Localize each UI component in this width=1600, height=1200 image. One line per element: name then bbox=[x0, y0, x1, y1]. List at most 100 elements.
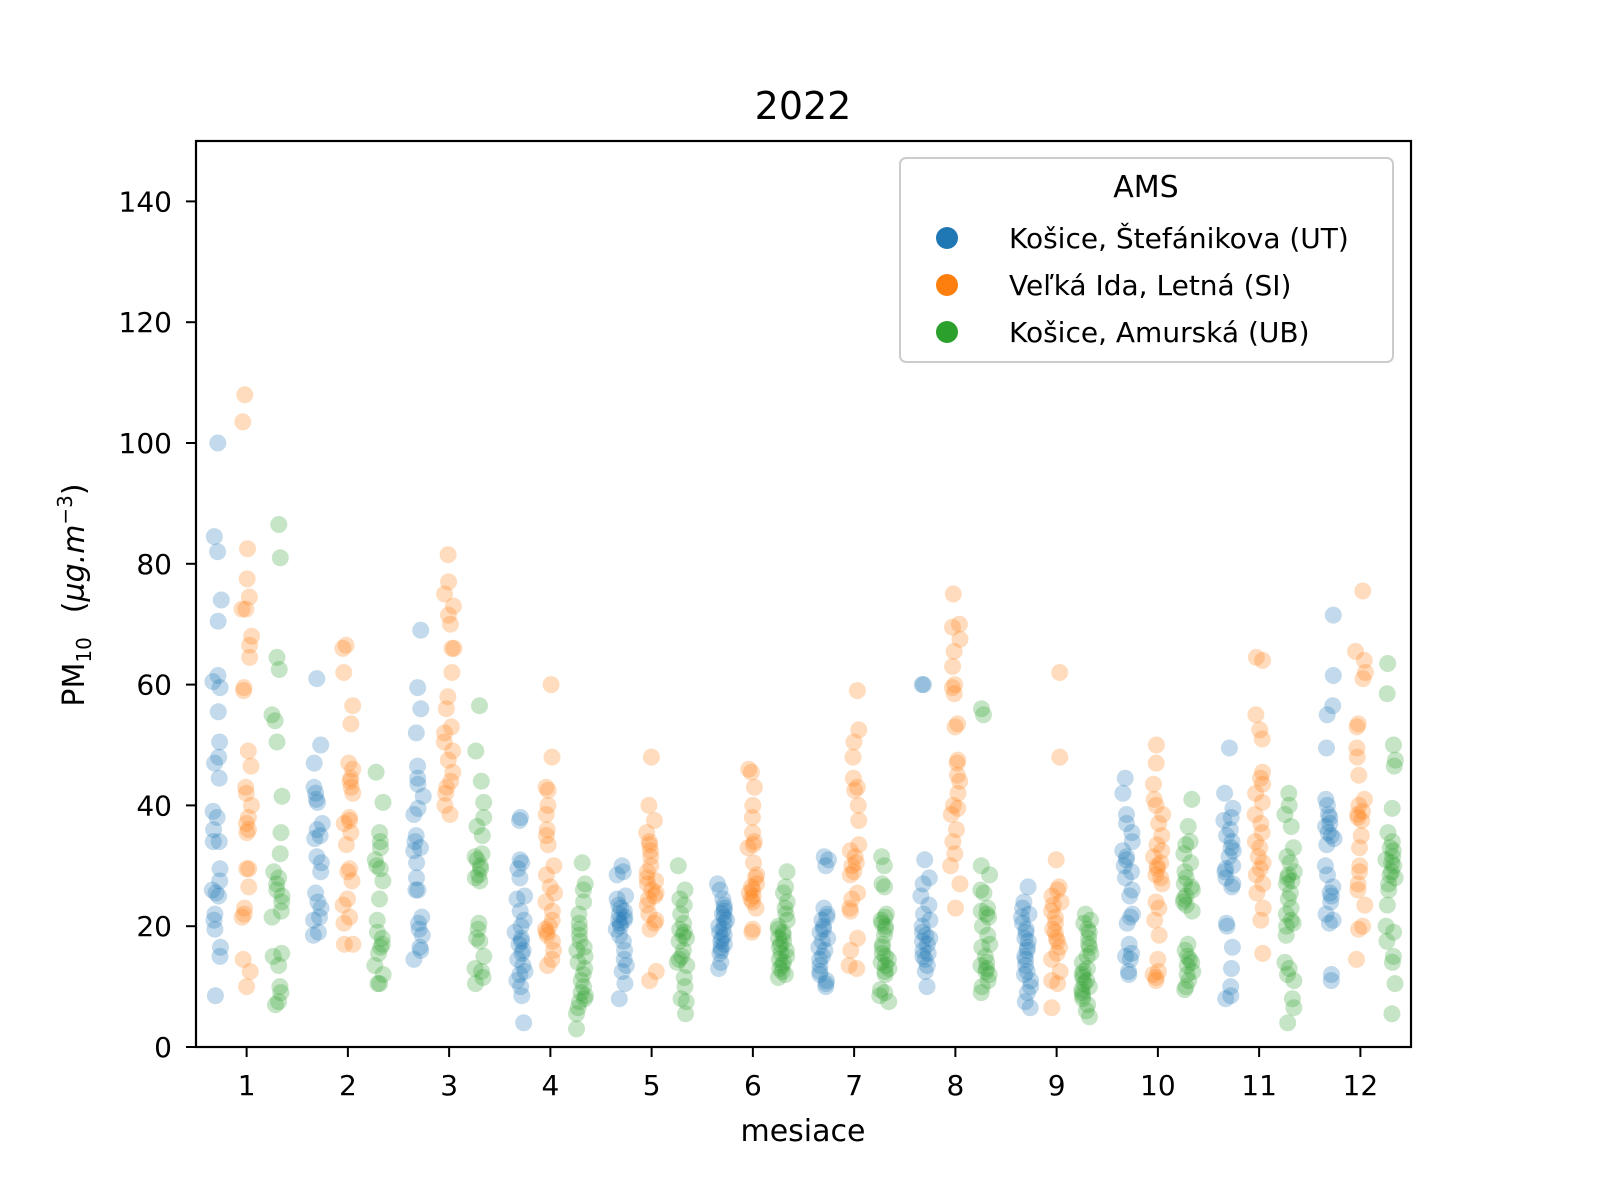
data-point-3 bbox=[874, 935, 892, 953]
data-point-3 bbox=[668, 953, 686, 971]
data-point-2 bbox=[744, 893, 762, 911]
data-point-1 bbox=[616, 975, 634, 993]
data-point-2 bbox=[847, 854, 865, 872]
data-point-2 bbox=[848, 960, 866, 977]
data-point-2 bbox=[240, 878, 258, 896]
data-point-2 bbox=[340, 809, 358, 826]
data-point-3 bbox=[475, 947, 493, 965]
data-point-1 bbox=[1321, 809, 1339, 826]
data-point-3 bbox=[1281, 854, 1299, 872]
data-point-3 bbox=[1378, 685, 1396, 703]
data-point-1 bbox=[917, 926, 935, 944]
data-point-2 bbox=[1348, 718, 1366, 736]
data-point-2 bbox=[1253, 824, 1271, 842]
data-point-1 bbox=[612, 899, 630, 917]
data-point-2 bbox=[647, 872, 665, 890]
data-point-2 bbox=[1152, 869, 1170, 887]
data-point-2 bbox=[849, 796, 867, 814]
data-point-3 bbox=[1380, 881, 1398, 899]
data-point-3 bbox=[1177, 896, 1195, 914]
data-point-1 bbox=[409, 769, 427, 787]
data-point-3 bbox=[675, 969, 693, 986]
data-point-1 bbox=[920, 896, 938, 914]
data-points bbox=[203, 386, 1404, 1038]
data-point-3 bbox=[1277, 926, 1295, 944]
data-point-2 bbox=[539, 836, 557, 854]
svg-text:PM10(µg.m−3): PM10 (µg.m−3) bbox=[53, 483, 96, 706]
data-point-1 bbox=[1115, 857, 1133, 875]
data-point-1 bbox=[918, 935, 936, 953]
data-point-1 bbox=[615, 911, 633, 929]
data-point-1 bbox=[509, 950, 527, 968]
data-point-3 bbox=[368, 857, 386, 875]
data-point-2 bbox=[237, 784, 255, 802]
data-point-1 bbox=[1322, 887, 1340, 905]
data-point-1 bbox=[509, 860, 527, 878]
data-point-1 bbox=[1215, 812, 1233, 829]
data-point-1 bbox=[615, 902, 633, 920]
data-point-3 bbox=[769, 969, 787, 986]
data-point-1 bbox=[305, 911, 323, 929]
data-point-3 bbox=[1074, 963, 1092, 980]
legend-marker bbox=[936, 321, 958, 343]
data-point-2 bbox=[1248, 884, 1266, 902]
data-point-2 bbox=[1354, 670, 1372, 688]
data-point-1 bbox=[1319, 806, 1337, 823]
data-point-3 bbox=[1177, 887, 1195, 905]
data-point-1 bbox=[820, 851, 837, 869]
data-point-2 bbox=[340, 754, 358, 772]
y-tick-label: 80 bbox=[136, 548, 172, 581]
data-point-2 bbox=[445, 639, 463, 657]
data-point-2 bbox=[1147, 893, 1165, 911]
data-point-1 bbox=[1224, 857, 1242, 875]
data-point-2 bbox=[1052, 893, 1070, 911]
data-point-3 bbox=[470, 914, 488, 932]
data-point-3 bbox=[1177, 978, 1195, 996]
data-point-2 bbox=[234, 413, 252, 431]
data-point-3 bbox=[1073, 981, 1091, 999]
data-point-3 bbox=[369, 975, 387, 993]
data-point-1 bbox=[814, 947, 832, 965]
data-point-2 bbox=[240, 860, 258, 878]
data-point-3 bbox=[876, 984, 894, 1002]
data-point-2 bbox=[647, 884, 665, 902]
data-point-1 bbox=[312, 863, 330, 881]
data-point-1 bbox=[1017, 950, 1035, 968]
data-point-2 bbox=[438, 778, 456, 796]
data-point-2 bbox=[1350, 766, 1368, 784]
data-point-3 bbox=[474, 969, 492, 986]
data-point-1 bbox=[408, 869, 425, 887]
data-point-2 bbox=[443, 664, 461, 681]
data-point-2 bbox=[1150, 899, 1168, 917]
data-point-3 bbox=[466, 960, 484, 977]
data-point-1 bbox=[617, 887, 635, 905]
data-point-2 bbox=[850, 721, 868, 739]
data-point-1 bbox=[411, 839, 429, 857]
data-point-1 bbox=[309, 793, 326, 811]
data-point-1 bbox=[1218, 917, 1236, 935]
data-point-3 bbox=[670, 932, 688, 950]
data-point-3 bbox=[972, 902, 990, 920]
data-point-1 bbox=[506, 923, 524, 941]
data-point-1 bbox=[610, 905, 628, 923]
data-point-3 bbox=[1280, 796, 1298, 814]
data-point-2 bbox=[1354, 582, 1372, 600]
data-point-2 bbox=[742, 890, 760, 908]
data-point-3 bbox=[876, 878, 893, 896]
data-point-1 bbox=[206, 754, 224, 772]
data-point-1 bbox=[203, 881, 221, 899]
data-point-1 bbox=[1321, 884, 1339, 902]
data-point-2 bbox=[1149, 950, 1167, 968]
data-point-1 bbox=[712, 932, 730, 950]
data-point-1 bbox=[209, 543, 227, 561]
data-point-3 bbox=[570, 926, 588, 944]
data-point-2 bbox=[546, 884, 564, 902]
data-point-2 bbox=[1046, 923, 1064, 941]
data-point-2 bbox=[844, 748, 862, 766]
data-point-3 bbox=[268, 881, 286, 899]
data-point-2 bbox=[843, 857, 861, 875]
data-point-3 bbox=[879, 950, 897, 968]
data-point-2 bbox=[241, 648, 259, 666]
data-point-2 bbox=[1147, 866, 1165, 884]
